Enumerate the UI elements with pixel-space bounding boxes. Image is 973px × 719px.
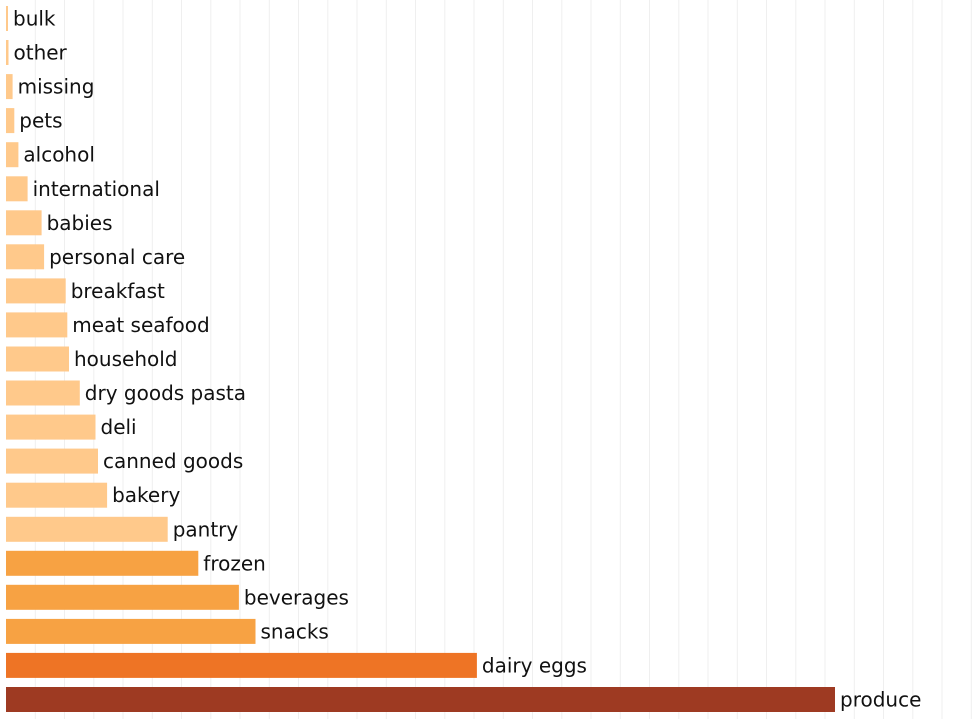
bar-label-dry-goods-pasta: dry goods pasta <box>85 381 246 405</box>
bar-label-bakery: bakery <box>112 483 180 507</box>
bar-beverages[interactable] <box>6 584 239 610</box>
bar-label-household: household <box>74 347 177 371</box>
gridlines <box>34 0 972 719</box>
bar-label-frozen: frozen <box>203 551 266 575</box>
bar-household[interactable] <box>6 346 69 372</box>
bar-deli[interactable] <box>6 414 96 440</box>
bar-label-produce: produce <box>840 688 921 712</box>
bar-dairy-eggs[interactable] <box>6 652 477 678</box>
bar-personal-care[interactable] <box>6 244 45 270</box>
bar-other[interactable] <box>6 40 9 65</box>
bar-label-bulk: bulk <box>13 7 56 31</box>
bar-produce[interactable] <box>6 687 835 712</box>
bar-dry-goods-pasta[interactable] <box>6 380 80 406</box>
bars <box>6 6 835 712</box>
bar-label-pets: pets <box>19 109 62 133</box>
bar-bakery[interactable] <box>6 482 108 508</box>
bar-label-other: other <box>14 41 68 65</box>
bar-label-meat-seafood: meat seafood <box>72 313 209 337</box>
bar-snacks[interactable] <box>6 618 256 644</box>
bar-label-breakfast: breakfast <box>71 279 165 303</box>
bar-pantry[interactable] <box>6 516 168 542</box>
bar-label-canned-goods: canned goods <box>103 449 243 473</box>
bar-label-personal-care: personal care <box>49 245 185 269</box>
bar-label-international: international <box>33 177 160 201</box>
bar-label-pantry: pantry <box>173 517 239 541</box>
bar-frozen[interactable] <box>6 550 199 576</box>
bar-label-snacks: snacks <box>261 619 329 643</box>
bar-alcohol[interactable] <box>6 142 19 168</box>
bar-label-missing: missing <box>18 75 95 99</box>
bar-label-beverages: beverages <box>244 585 349 609</box>
bar-label-dairy-eggs: dairy eggs <box>482 653 587 677</box>
bar-breakfast[interactable] <box>6 278 66 304</box>
bar-meat-seafood[interactable] <box>6 312 68 338</box>
bar-missing[interactable] <box>6 74 13 100</box>
bar-label-babies: babies <box>47 211 113 235</box>
bar-babies[interactable] <box>6 210 42 236</box>
bar-international[interactable] <box>6 176 28 202</box>
bar-labels: bulk other missing pets alcohol international… <box>13 7 921 712</box>
bar-bulk[interactable] <box>6 6 8 31</box>
bar-canned-goods[interactable] <box>6 448 98 474</box>
bar-label-deli: deli <box>101 415 137 439</box>
bar-pets[interactable] <box>6 108 15 134</box>
bar-label-alcohol: alcohol <box>23 143 95 167</box>
